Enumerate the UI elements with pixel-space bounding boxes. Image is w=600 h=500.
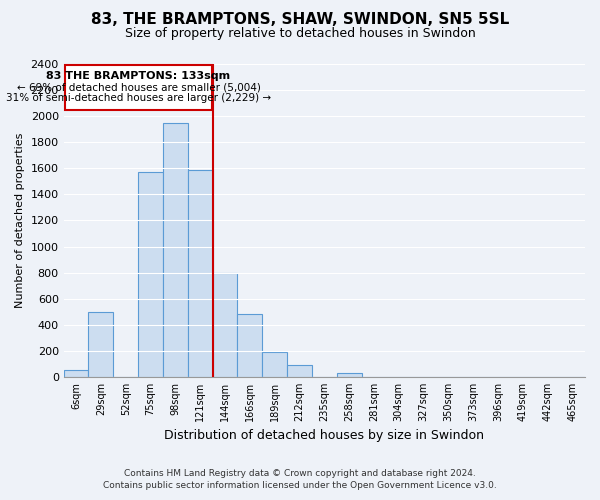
Text: 83 THE BRAMPTONS: 133sqm: 83 THE BRAMPTONS: 133sqm — [46, 71, 230, 81]
Text: ← 69% of detached houses are smaller (5,004): ← 69% of detached houses are smaller (5,… — [17, 82, 260, 92]
Bar — [64, 370, 88, 377]
Bar — [287, 365, 312, 377]
Bar — [238, 314, 262, 377]
Text: Size of property relative to detached houses in Swindon: Size of property relative to detached ho… — [125, 28, 475, 40]
Y-axis label: Number of detached properties: Number of detached properties — [15, 133, 25, 308]
Bar — [138, 172, 163, 377]
Bar — [163, 122, 188, 377]
X-axis label: Distribution of detached houses by size in Swindon: Distribution of detached houses by size … — [164, 430, 484, 442]
Text: 31% of semi-detached houses are larger (2,229) →: 31% of semi-detached houses are larger (… — [6, 92, 271, 102]
Bar — [188, 170, 212, 377]
Text: Contains public sector information licensed under the Open Government Licence v3: Contains public sector information licen… — [103, 481, 497, 490]
Text: 83, THE BRAMPTONS, SHAW, SWINDON, SN5 5SL: 83, THE BRAMPTONS, SHAW, SWINDON, SN5 5S… — [91, 12, 509, 28]
Bar — [212, 272, 238, 377]
Bar — [337, 373, 362, 377]
Bar — [88, 312, 113, 377]
FancyBboxPatch shape — [65, 66, 212, 110]
Text: Contains HM Land Registry data © Crown copyright and database right 2024.: Contains HM Land Registry data © Crown c… — [124, 468, 476, 477]
Bar — [262, 352, 287, 377]
